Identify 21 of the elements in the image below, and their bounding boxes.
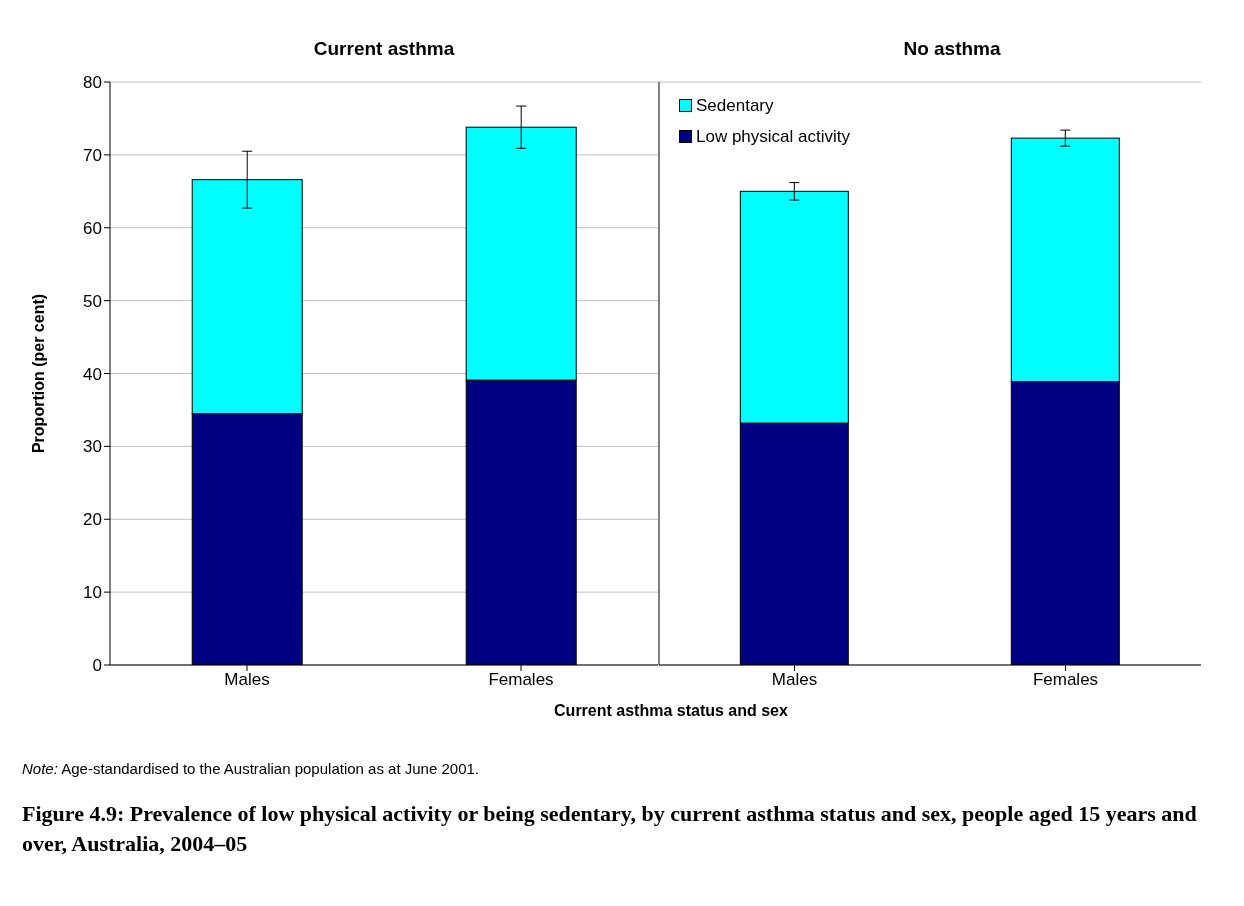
x-tick-label: Females <box>488 670 554 690</box>
chart-title: No asthma <box>902 38 1002 61</box>
x-tick-label: Males <box>771 670 818 690</box>
y-tick-label: 50 <box>83 291 102 311</box>
x-axis-title: Current asthma status and sex <box>553 702 789 720</box>
y-tick-label: 60 <box>83 218 102 238</box>
text: Note: Age-standardised to the Australian population as at June 2001. <box>22 760 480 777</box>
legend-label: Low physical activity <box>696 126 851 148</box>
y-tick-label: 20 <box>83 510 102 530</box>
caption: Figure 4.9: Prevalence of low physical activity or being sedentary, by current asthma status and sex, people aged 15 years and over, Australia, 2004–05 <box>22 800 1198 858</box>
y-tick-label: 0 <box>92 656 102 676</box>
x-tick-label: Females <box>1032 670 1099 690</box>
chart-title: Current asthma <box>312 38 456 61</box>
y-axis-title: Proportion (per cent) <box>29 293 47 454</box>
x-tick-label: Males <box>224 670 270 690</box>
y-tick-label: 70 <box>83 145 102 165</box>
y-tick-label: 30 <box>83 437 102 457</box>
y-tick-label: 10 <box>83 583 102 603</box>
y-tick-label: 80 <box>83 73 102 93</box>
legend-label: Sedentary <box>696 95 774 117</box>
y-tick-label: 40 <box>83 364 102 384</box>
